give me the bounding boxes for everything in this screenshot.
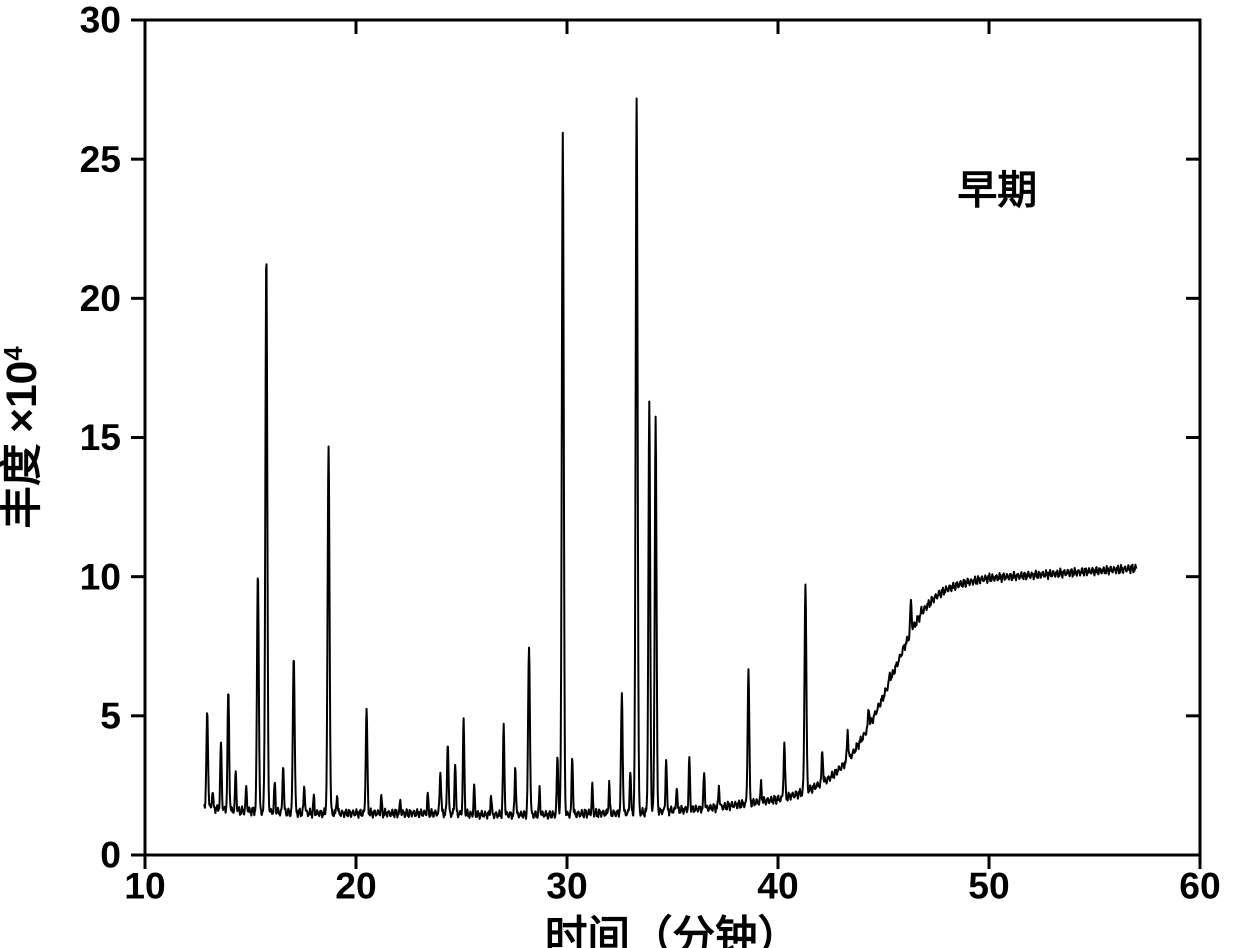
y-axis-title-group: 丰度 ×104 <box>0 346 46 529</box>
y-tick-label: 0 <box>100 834 121 876</box>
y-tick-label: 15 <box>80 416 121 458</box>
series-label: 早期 <box>957 168 1037 213</box>
x-tick-label: 50 <box>968 864 1009 906</box>
y-tick-label: 30 <box>80 0 121 41</box>
x-tick-label: 30 <box>546 864 587 906</box>
y-axis-title-exp-sup: 4 <box>0 346 28 361</box>
x-tick-label: 40 <box>757 864 798 906</box>
y-axis-title: 丰度 ×104 <box>0 346 46 529</box>
y-axis-title-main: 丰度 <box>0 443 46 529</box>
x-axis-title: 时间（分钟） <box>545 914 800 948</box>
y-tick-label: 5 <box>100 694 121 736</box>
y-axis-title-exp-prefix: ×10 <box>0 361 46 433</box>
x-tick-label: 20 <box>335 864 376 906</box>
chromatogram-chart: 10 20 30 40 50 60 0 5 10 15 20 25 30 时间（分钟） 丰度 ×104 早期 <box>0 0 1240 948</box>
x-tick-label: 60 <box>1179 864 1220 906</box>
chart-svg: 10 20 30 40 50 60 0 5 10 15 20 25 30 时间（分钟） 丰度 ×104 早期 <box>0 0 1240 948</box>
plot-frame <box>145 20 1200 855</box>
x-tick-label: 10 <box>124 864 165 906</box>
y-tick-label: 20 <box>80 277 121 319</box>
y-tick-label: 10 <box>80 555 121 597</box>
y-tick-label: 25 <box>80 138 121 180</box>
